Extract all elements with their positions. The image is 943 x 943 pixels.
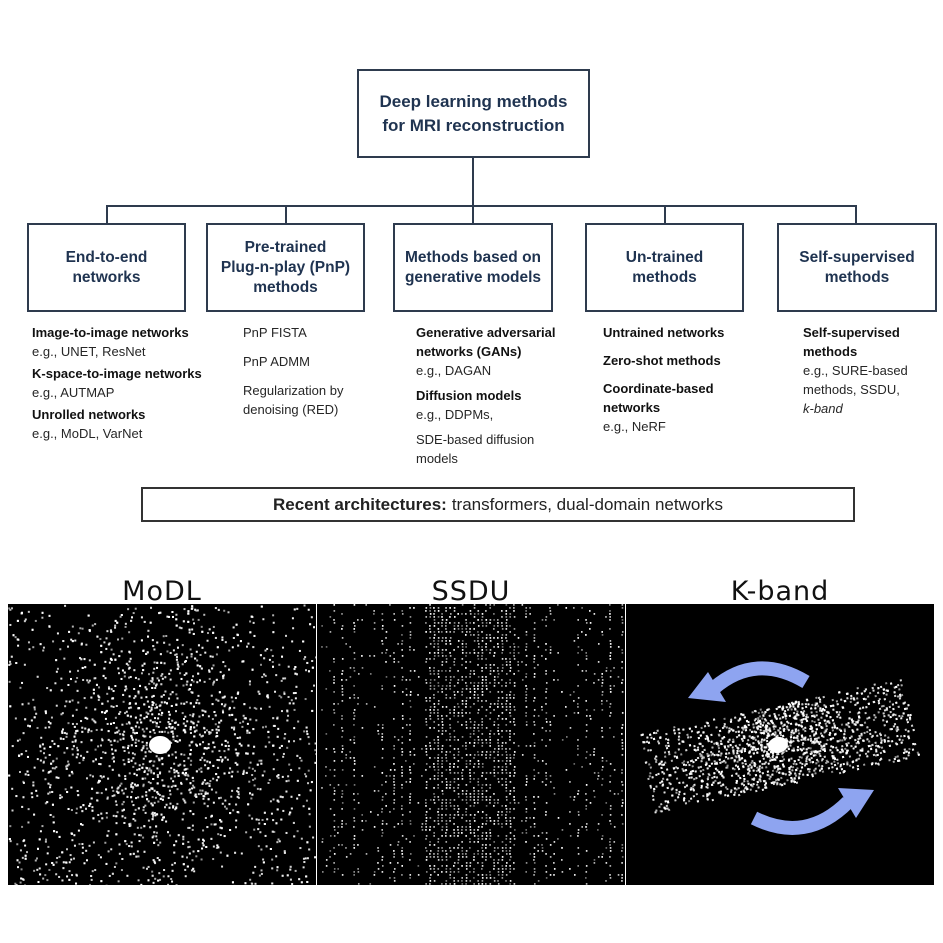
category-title-line: Methods based on (404, 248, 542, 266)
list-item: Zero-shot methods (603, 351, 753, 370)
item-title: Image-to-image networks (32, 325, 189, 340)
panel-modl (8, 604, 316, 885)
list-end-to-end: Image-to-image networks e.g., UNET, ResN… (32, 323, 232, 446)
kband-mask-image (640, 661, 920, 835)
category-untrained: Un-trained methods (585, 223, 744, 312)
list-untrained: Untrained networks Zero-shot methods Coo… (603, 323, 753, 439)
item-title: Generative adversarial networks (GANs) (416, 325, 556, 359)
rotate-arrow-bottom-icon (750, 796, 853, 835)
recent-text: transformers, dual-domain networks (451, 494, 723, 514)
list-item: Self-supervised methods e.g., SURE-based… (803, 323, 933, 418)
category-self-supervised: Self-supervised methods (777, 223, 937, 312)
category-title-line: Pre-trained (244, 238, 327, 256)
item-title: Zero-shot methods (603, 353, 721, 368)
category-title-line: Self-supervised (799, 248, 915, 266)
list-item: Generative adversarial networks (GANs) e… (416, 323, 576, 380)
ssdu-mask-image (321, 604, 624, 885)
connector-horizontal (106, 205, 857, 207)
category-generative: Methods based on generative models (393, 223, 553, 312)
panel-ssdu (317, 604, 625, 885)
category-title-line: methods (824, 268, 890, 286)
category-title-line: Plug-n-play (PnP) (220, 258, 351, 276)
item-example: e.g., NeRF (603, 419, 666, 434)
rotate-arrow-top-icon-head (688, 672, 726, 702)
list-item: Diffusion models e.g., DDPMs, (416, 386, 576, 424)
category-title-line: End-to-end (65, 248, 148, 266)
category-title-line: methods (632, 268, 697, 286)
item-example: e.g., DDPMs, (416, 407, 494, 422)
item-example: e.g., AUTMAP (32, 385, 115, 400)
item-title: Self-supervised methods (803, 325, 900, 359)
connector-cat-4 (664, 205, 666, 223)
category-title-line: generative models (404, 268, 542, 286)
list-self-supervised: Self-supervised methods e.g., SURE-based… (803, 323, 933, 421)
connector-cat-3 (472, 205, 474, 223)
list-item: Unrolled networks e.g., MoDL, VarNet (32, 405, 232, 443)
panel-title-modl: MoDL (122, 576, 202, 607)
category-pnp: Pre-trained Plug-n-play (PnP) methods (206, 223, 365, 312)
item-example: e.g., DAGAN (416, 363, 492, 378)
category-title-line: methods (253, 278, 318, 296)
list-item: Coordinate-based networks e.g., NeRF (603, 379, 753, 436)
list-item: K-space-to-image networks e.g., AUTMAP (32, 364, 232, 402)
root-title-line2: for MRI reconstruction (382, 115, 565, 135)
item-example-italic: k-band (803, 401, 843, 416)
item-title: Coordinate-based networks (603, 381, 714, 415)
recent-label: Recent architectures: (272, 494, 447, 514)
connector-cat-5 (855, 205, 857, 223)
category-end-to-end: End-to-end networks (27, 223, 186, 312)
panel-title-kband: K-band (730, 576, 830, 607)
list-item: SDE-based diffusion models (416, 432, 535, 466)
item-title: K-space-to-image networks (32, 366, 202, 381)
list-pnp: PnP FISTA PnP ADMM Regularization by den… (243, 323, 373, 422)
panel-kband (626, 604, 934, 885)
rotate-arrow-top-icon (709, 661, 810, 694)
root-title-line1: Deep learning methods (379, 91, 568, 111)
root-node: Deep learning methods for MRI reconstruc… (357, 69, 590, 158)
item-example: e.g., MoDL, VarNet (32, 426, 143, 441)
modl-mask-image (8, 604, 316, 885)
item-title: Diffusion models (416, 388, 522, 403)
connector-cat-1 (106, 205, 108, 223)
list-item: Regularization by denoising (RED) (243, 383, 344, 417)
list-item: PnP ADMM (243, 354, 310, 369)
item-example: e.g., SURE-based methods, SSDU, (803, 363, 908, 397)
item-title: Untrained networks (603, 325, 725, 340)
item-example: e.g., UNET, ResNet (32, 344, 146, 359)
list-generative: Generative adversarial networks (GANs) e… (416, 323, 576, 471)
category-title-line: Un-trained (625, 248, 704, 266)
rotate-arrow-bottom-icon-head (838, 788, 874, 818)
panel-title-ssdu: SSDU (431, 576, 511, 607)
list-item: Image-to-image networks e.g., UNET, ResN… (32, 323, 232, 361)
list-item: PnP FISTA (243, 325, 307, 340)
list-item: Untrained networks (603, 323, 753, 342)
category-title-line: networks (72, 268, 141, 286)
item-title: Unrolled networks (32, 407, 146, 422)
connector-cat-2 (285, 205, 287, 223)
connector-root-down (472, 158, 474, 206)
recent-architectures-box: Recent architectures: transformers, dual… (141, 487, 855, 522)
